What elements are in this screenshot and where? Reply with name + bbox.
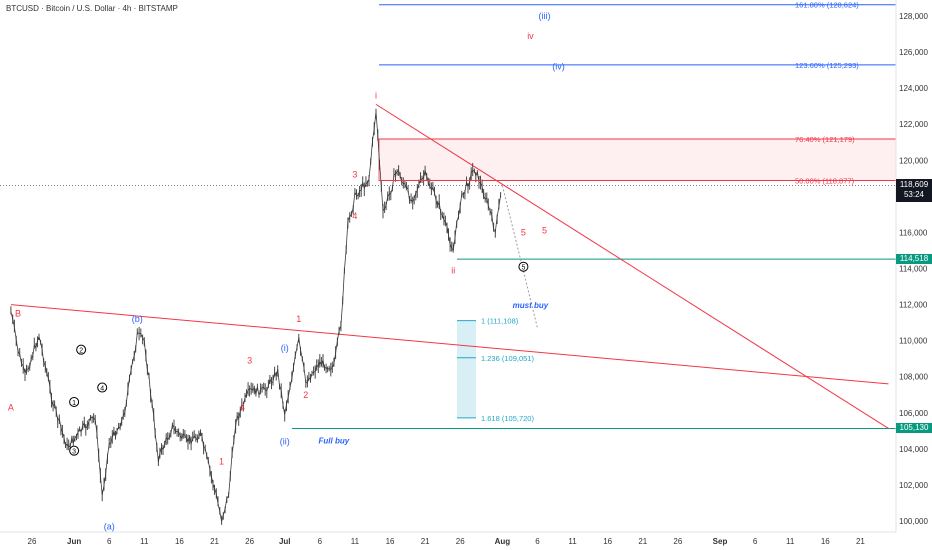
wave-label: 4 bbox=[352, 211, 357, 221]
x-tick-label: 26 bbox=[28, 537, 37, 546]
fib-level-label: 1 (111,108) bbox=[481, 317, 519, 326]
price-tag: 114,518 bbox=[896, 254, 932, 265]
x-tick-label: 21 bbox=[421, 537, 430, 546]
wave-label-circle bbox=[76, 344, 87, 355]
wave-label: 4 bbox=[240, 402, 245, 412]
x-tick-label: 21 bbox=[638, 537, 647, 546]
y-tick-label: 128,000 bbox=[899, 12, 928, 21]
wave-label: 3 bbox=[72, 449, 76, 456]
fib-zones bbox=[378, 138, 897, 418]
fib-level-label: 123.60% (125,293) bbox=[795, 61, 859, 70]
wave-label: B bbox=[15, 309, 21, 319]
wave-label-circle bbox=[97, 382, 108, 393]
resistance-zone bbox=[378, 138, 897, 181]
wave-label: (b) bbox=[132, 314, 143, 324]
x-tick-label: 6 bbox=[318, 537, 323, 546]
x-tick-label: 11 bbox=[786, 537, 795, 546]
wave-label-circle bbox=[518, 261, 529, 272]
x-tick-label: 21 bbox=[210, 537, 219, 546]
x-tick-label: 26 bbox=[673, 537, 682, 546]
projection-line bbox=[501, 185, 538, 329]
fib-level-label: 76.40% (121,179) bbox=[795, 135, 855, 144]
price-series bbox=[10, 108, 502, 525]
wave-label: 3 bbox=[247, 355, 252, 365]
x-tick-label: 16 bbox=[821, 537, 830, 546]
fib-levels: 161.80% (128,624) 123.60% (125,293) 76.40%… bbox=[379, 1, 896, 423]
wave-label: (ii) bbox=[280, 437, 290, 447]
wave-label: 5 bbox=[521, 265, 525, 272]
wave-label: 4 bbox=[100, 386, 104, 393]
wave-label: (iii) bbox=[538, 11, 550, 21]
wave-label-circle bbox=[69, 396, 80, 407]
x-tick-label: 11 bbox=[568, 537, 577, 546]
y-tick-label: 100,000 bbox=[899, 517, 928, 526]
projection-path bbox=[501, 185, 538, 329]
y-tick-label: 104,000 bbox=[899, 445, 928, 454]
x-tick-label: 11 bbox=[351, 537, 360, 546]
trendlines bbox=[10, 103, 889, 429]
x-tick-label: Sep bbox=[713, 537, 728, 546]
x-tick-label: Jul bbox=[279, 537, 291, 546]
wave-label: 1 bbox=[296, 314, 301, 324]
y-tick-label: 114,000 bbox=[899, 265, 928, 274]
x-tick-label: 6 bbox=[535, 537, 540, 546]
x-tick-label: Aug bbox=[495, 537, 511, 546]
wave-label: iv bbox=[527, 31, 534, 41]
countdown-timer: 53:24 bbox=[903, 190, 925, 200]
wave-label: i bbox=[375, 90, 377, 100]
annotations: must buy Full buy bbox=[319, 301, 549, 445]
trendline bbox=[375, 103, 889, 429]
y-tick-label: 120,000 bbox=[899, 156, 928, 165]
wave-label: (i) bbox=[281, 343, 289, 353]
x-tick-label: 21 bbox=[856, 537, 865, 546]
y-tick-label: 124,000 bbox=[899, 84, 928, 93]
wave-label: 1 bbox=[219, 456, 224, 466]
y-tick-label: 110,000 bbox=[899, 337, 928, 346]
current-price-tag: 118,609 53:24 bbox=[896, 179, 932, 203]
x-tick-label: 11 bbox=[140, 537, 149, 546]
wave-label: 5 bbox=[542, 226, 547, 236]
x-tick-label: 16 bbox=[603, 537, 612, 546]
annotation: must buy bbox=[513, 301, 549, 310]
y-tick-label: 108,000 bbox=[899, 373, 928, 382]
price-tag: 105,130 bbox=[896, 423, 932, 434]
wave-label: (iv) bbox=[552, 62, 565, 72]
trendline bbox=[10, 304, 889, 385]
x-tick-label: 26 bbox=[245, 537, 254, 546]
y-tick-label: 106,000 bbox=[899, 409, 928, 418]
fib-level-label: 50.00% (118,877) bbox=[795, 177, 855, 186]
price-line bbox=[10, 111, 501, 522]
x-tick-label: 6 bbox=[107, 537, 112, 546]
wave-label: A bbox=[8, 402, 14, 412]
wave-label: 1 bbox=[72, 400, 76, 407]
horizontal-rays bbox=[0, 185, 896, 429]
x-tick-label: 16 bbox=[175, 537, 184, 546]
x-tick-label: Jun bbox=[67, 537, 81, 546]
wave-label: 5 bbox=[521, 227, 526, 237]
y-tick-label: 126,000 bbox=[899, 48, 928, 57]
current-price-value: 118,609 bbox=[899, 180, 929, 190]
wave-label: 2 bbox=[79, 348, 83, 355]
y-tick-label: 102,000 bbox=[899, 481, 928, 490]
x-tick-label: 6 bbox=[753, 537, 758, 546]
y-tick-label: 116,000 bbox=[899, 228, 928, 237]
annotation: Full buy bbox=[319, 436, 350, 445]
fib-level-label: 1.618 (105,720) bbox=[481, 414, 534, 423]
chart-header: BTCUSD · Bitcoin / U.S. Dollar · 4h · BI… bbox=[6, 4, 178, 13]
y-tick-label: 122,000 bbox=[899, 120, 928, 129]
x-tick-label: 16 bbox=[386, 537, 395, 546]
wave-label: (a) bbox=[104, 521, 115, 531]
wave-label: 2 bbox=[303, 390, 308, 400]
fib-level-label: 1.236 (109,051) bbox=[481, 354, 534, 363]
wave-label: ii bbox=[451, 265, 455, 275]
target-box bbox=[457, 320, 476, 418]
wave-label-circle bbox=[69, 445, 80, 456]
wave-label: 3 bbox=[352, 170, 357, 180]
y-tick-label: 112,000 bbox=[899, 301, 928, 310]
x-tick-label: 26 bbox=[456, 537, 465, 546]
fib-level-label: 161.80% (128,624) bbox=[795, 1, 859, 10]
